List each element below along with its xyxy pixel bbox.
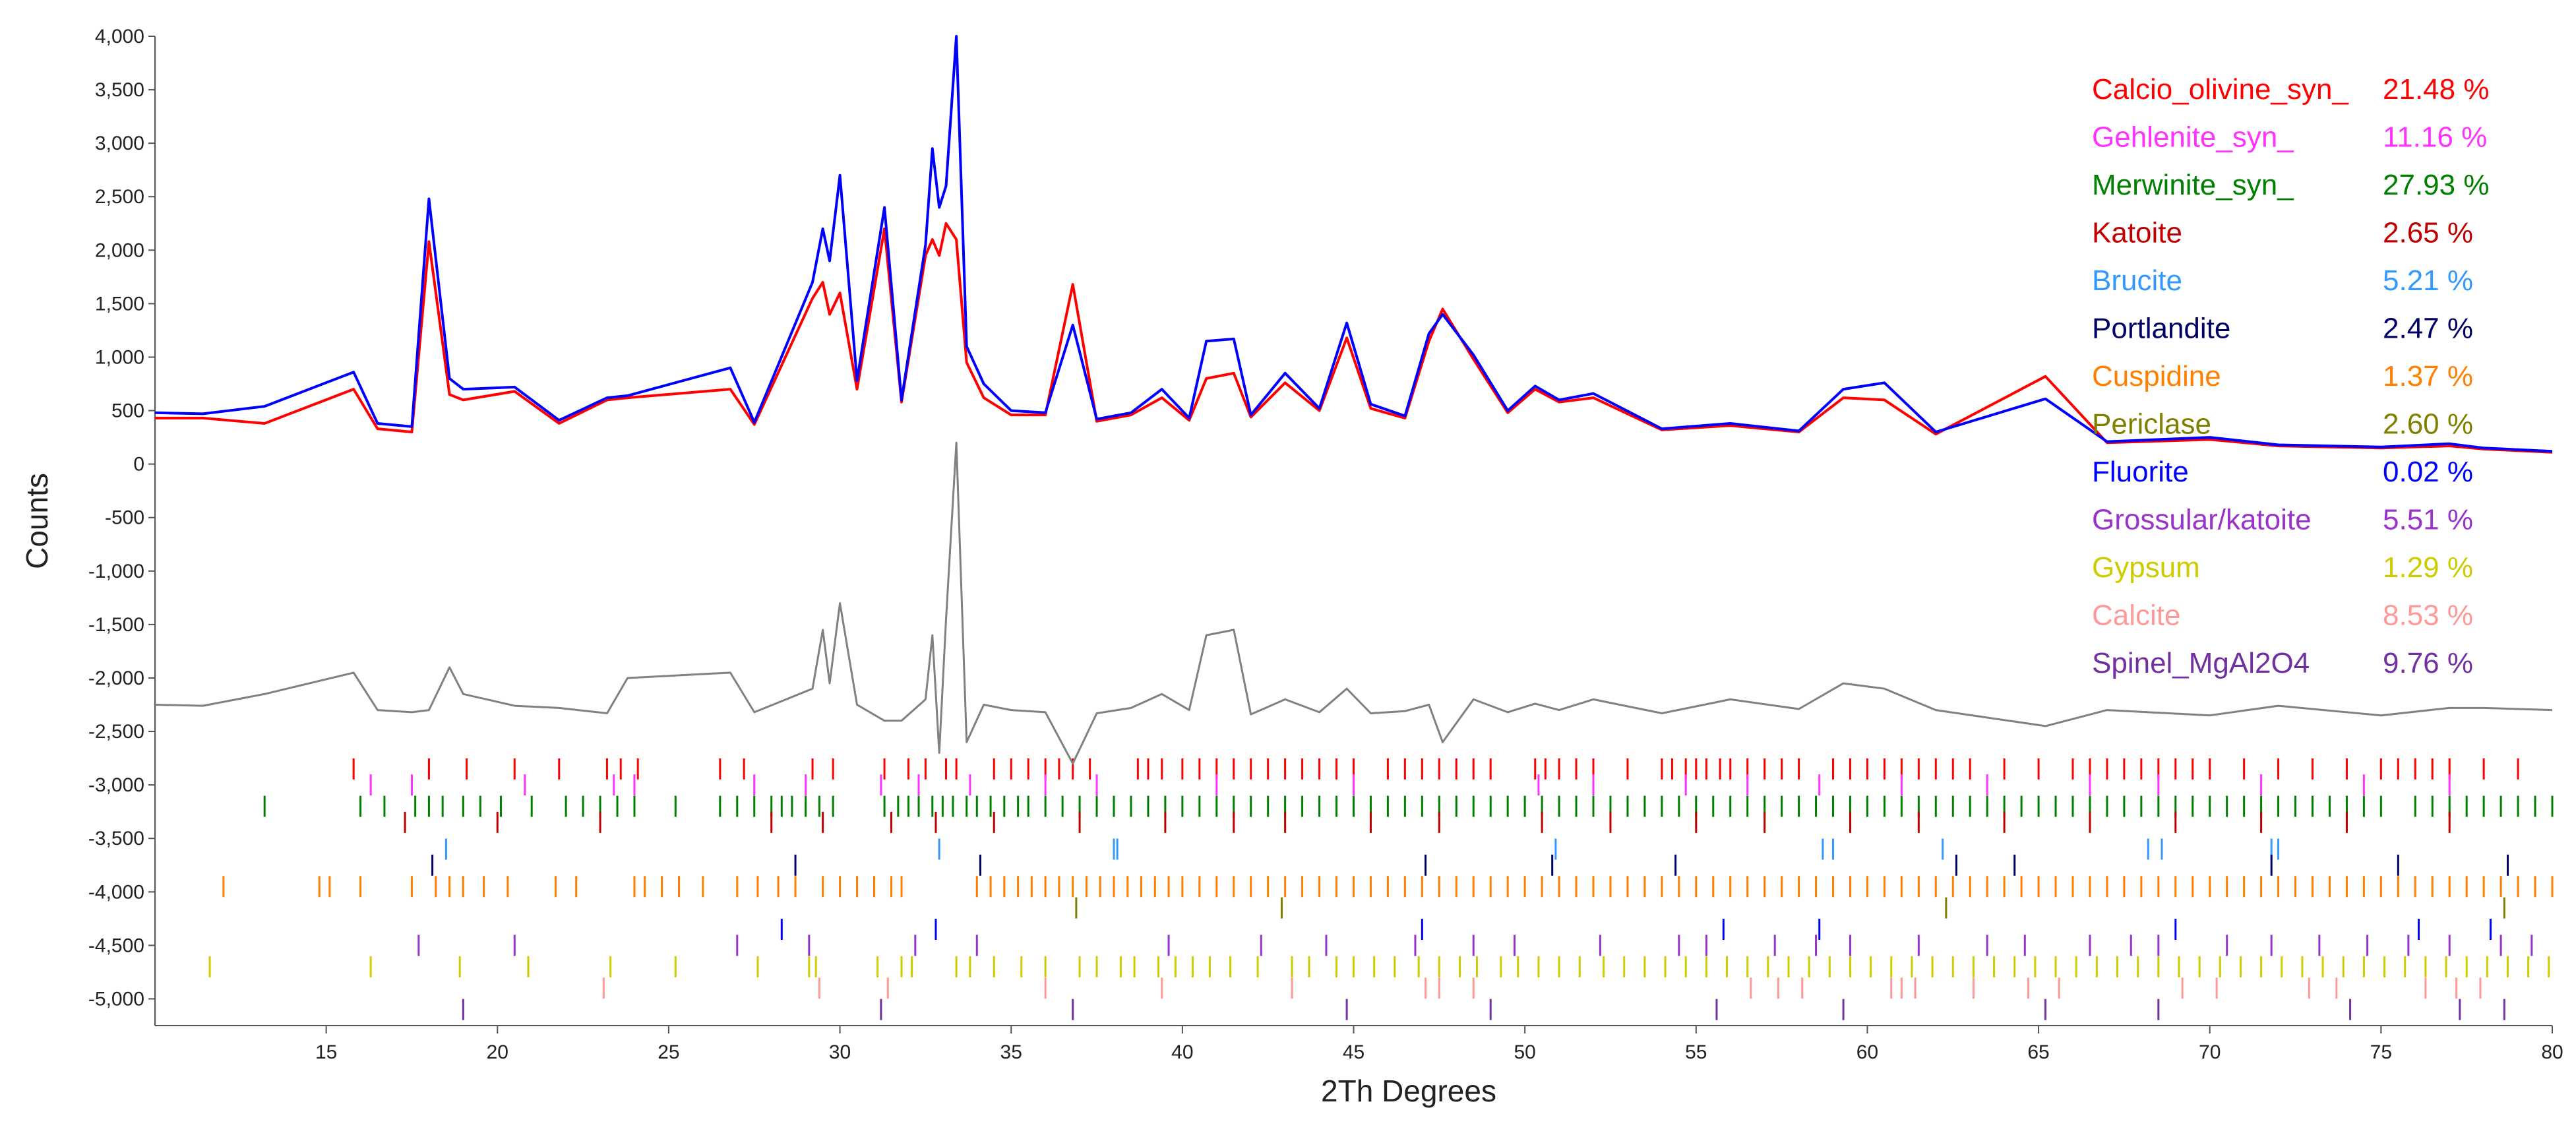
- legend-phase-percent: 11.16 %: [2383, 121, 2487, 154]
- legend-phase-name: Spinel_MgAl2O4: [2092, 647, 2310, 679]
- x-tick-label: 40: [1171, 1041, 1193, 1063]
- legend-phase-percent: 2.60 %: [2383, 408, 2473, 441]
- x-tick-label: 35: [1000, 1041, 1022, 1063]
- legend-phase-name: Grossular/katoite: [2092, 504, 2312, 536]
- difference-pattern-line: [154, 441, 2553, 765]
- legend-phase-percent: 9.76 %: [2383, 647, 2473, 679]
- phase-marker-row: [431, 854, 2509, 876]
- x-tick-label: 15: [315, 1041, 337, 1063]
- calculated-pattern-line: [155, 222, 2553, 454]
- x-tick-label: 70: [2199, 1041, 2221, 1063]
- legend-phase-name: Brucite: [2092, 264, 2182, 297]
- y-tick-label: -1,500: [88, 614, 144, 636]
- y-axis-title: Counts: [20, 473, 54, 569]
- legend-phase-percent: 2.47 %: [2383, 313, 2473, 345]
- y-tick-label: 1,000: [95, 346, 144, 368]
- legend-phase-percent: 1.37 %: [2383, 360, 2473, 392]
- x-tick-label: 60: [1856, 1041, 1878, 1063]
- phase-marker-row: [263, 795, 2554, 817]
- x-tick-label: 30: [829, 1041, 851, 1063]
- legend-phase-percent: 21.48 %: [2383, 73, 2489, 106]
- legend-phase-name: Portlandite: [2092, 313, 2230, 345]
- legend-phase-name: Periclase: [2092, 408, 2211, 441]
- legend-phase-percent: 5.51 %: [2383, 504, 2473, 536]
- x-tick-label: 25: [658, 1041, 679, 1063]
- y-tick-label: 500: [111, 400, 144, 422]
- y-tick-label: -4,000: [88, 881, 144, 903]
- x-tick-label: 20: [487, 1041, 508, 1063]
- legend-phase-name: Merwinite_syn_: [2092, 169, 2294, 201]
- legend-phase-percent: 27.93 %: [2383, 169, 2489, 201]
- phase-marker-row: [462, 999, 2505, 1020]
- y-tick-label: 4,000: [95, 26, 144, 47]
- series-lines: [154, 35, 2553, 765]
- y-tick-label: -3,500: [88, 828, 144, 849]
- x-tick-label: 80: [2541, 1041, 2563, 1063]
- phase-marker-row: [404, 811, 2451, 833]
- y-tick-label: -4,500: [88, 935, 144, 956]
- y-tick-label: 3,000: [95, 133, 144, 154]
- legend-phase-percent: 0.02 %: [2383, 456, 2473, 488]
- y-tick-label: -500: [105, 507, 144, 529]
- y-tick-label: 2,500: [95, 186, 144, 208]
- phase-marker-row: [602, 977, 2482, 999]
- phase-marker-row: [222, 876, 2554, 898]
- legend-phase-name: Gypsum: [2092, 551, 2200, 584]
- x-tick-label: 45: [1343, 1041, 1365, 1063]
- x-tick-label: 65: [2027, 1041, 2049, 1063]
- phase-marker-row: [445, 838, 2280, 860]
- legend-phase-name: Katoite: [2092, 217, 2182, 249]
- y-axis: 4,000 3,500 3,000 2,500 2,000 1,500 1,000 500 0 -…: [88, 26, 155, 1010]
- y-tick-label: -2,000: [88, 667, 144, 689]
- legend-phase-name: Cuspidine: [2092, 360, 2221, 392]
- y-tick-label: -3,000: [88, 774, 144, 796]
- legend-phase-name: Calcio_olivine_syn_: [2092, 73, 2348, 106]
- legend-phase-name: Fluorite: [2092, 456, 2189, 488]
- x-tick-label: 55: [1685, 1041, 1707, 1063]
- phase-marker-row: [780, 919, 2492, 941]
- y-tick-label: 3,500: [95, 79, 144, 101]
- legend-phase-percent: 1.29 %: [2383, 551, 2473, 584]
- x-axis-title: 2Th Degrees: [1321, 1074, 1496, 1108]
- x-tick-label: 75: [2370, 1041, 2392, 1063]
- phase-marker-row: [417, 935, 2533, 956]
- x-tick-label: 50: [1514, 1041, 1535, 1063]
- observed-pattern-line: [154, 35, 2553, 453]
- legend-phase-percent: 8.53 %: [2383, 600, 2473, 632]
- y-tick-label: 1,500: [95, 293, 144, 315]
- y-tick-label: 0: [133, 454, 144, 476]
- phase-marker-row: [208, 956, 2550, 977]
- y-tick-label: 2,000: [95, 239, 144, 261]
- phase-marker-row: [352, 758, 2519, 780]
- phase-markers: [208, 758, 2554, 1020]
- legend-phase-percent: 5.21 %: [2383, 264, 2473, 297]
- y-tick-label: -2,500: [88, 721, 144, 743]
- phase-legend: Calcio_olivine_syn_ 21.48 % Gehlenite_syn_…: [2092, 73, 2489, 679]
- y-tick-label: -5,000: [88, 988, 144, 1010]
- x-axis: 15 20 25 30 35 40 45 50 55 60 65 70 75 80: [315, 1026, 2563, 1063]
- phase-marker-row: [369, 774, 2451, 796]
- y-tick-label: -1,000: [88, 561, 144, 582]
- legend-phase-name: Calcite: [2092, 600, 2181, 632]
- phase-marker-row: [1075, 897, 2505, 919]
- legend-phase-percent: 2.65 %: [2383, 217, 2473, 249]
- legend-phase-name: Gehlenite_syn_: [2092, 121, 2294, 154]
